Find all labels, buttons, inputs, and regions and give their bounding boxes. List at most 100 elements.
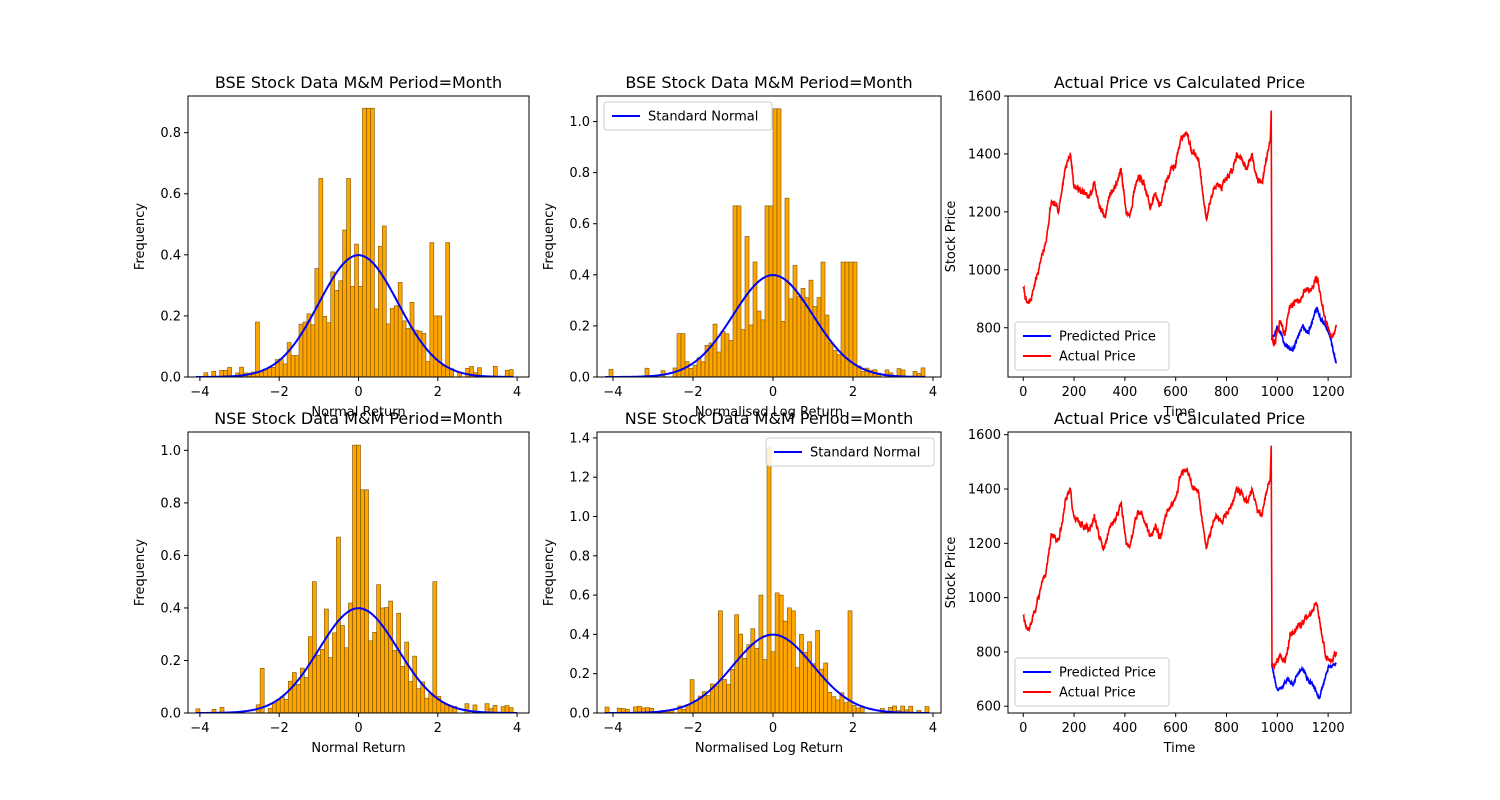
histogram-bar	[397, 282, 403, 377]
x-tick-label: 0	[769, 721, 777, 736]
x-axis-label: Normal Return	[311, 405, 405, 420]
x-axis-label: Normalised Log Return	[695, 741, 843, 756]
y-tick-label: 1.2	[569, 471, 590, 486]
histogram-bar	[477, 367, 482, 377]
histogram-bar	[322, 316, 328, 377]
histogram-bar	[409, 301, 415, 377]
histogram-bar	[378, 245, 383, 377]
histogram-bar	[790, 610, 796, 713]
standard-normal-curve	[605, 274, 926, 377]
histogram-bar	[388, 600, 393, 713]
histogram-bar	[705, 695, 711, 713]
chart-bse-log: −4 −2 0 2 4 0.0 0.2 0.4 0.6 0.8 1.0 BSE Stock Data …	[542, 73, 942, 420]
histogram-bar	[421, 333, 427, 377]
histogram-bar	[742, 657, 748, 713]
histogram-bar	[358, 286, 363, 377]
histogram-bar	[827, 692, 833, 713]
y-axis-label: Frequency	[542, 203, 557, 270]
histogram-bar	[360, 489, 365, 713]
legend: Predicted Price Actual Price	[1014, 657, 1170, 707]
histogram-bar	[744, 236, 750, 377]
histogram-bar	[684, 361, 690, 377]
y-tick-label: 0.6	[569, 589, 590, 604]
y-tick-label: 0.0	[569, 371, 590, 386]
chart-title: BSE Stock Data M&M Period=Month	[215, 73, 502, 92]
histogram-bar	[328, 657, 333, 713]
axes-frame	[596, 431, 942, 714]
histogram-bar	[290, 355, 296, 377]
y-tick-label: 1.0	[160, 444, 181, 459]
histogram-bar	[396, 612, 401, 713]
y-tick-label: 1600	[968, 428, 1001, 443]
standard-normal-curve	[195, 607, 518, 713]
y-tick-label: 0.0	[160, 371, 181, 386]
histogram-bar	[803, 651, 808, 713]
histogram-bar	[752, 261, 758, 377]
y-tick-label: 0.2	[569, 319, 590, 334]
legend-label: Actual Price	[1059, 350, 1136, 365]
x-tick-label: −4	[190, 721, 209, 736]
x-tick-label: 2	[434, 385, 442, 400]
histogram-bar	[381, 225, 387, 377]
histogram-bar	[916, 710, 922, 713]
histogram-bar	[681, 709, 687, 713]
chart-title: Actual Price vs Calculated Price	[1054, 73, 1305, 92]
histogram-bar	[195, 708, 201, 713]
histogram-bar	[859, 706, 865, 713]
chart-bse-price: 0 200 400 600 800 1000 1200 800 1000 1200 1400 1600…	[944, 73, 1352, 420]
histogram-bar	[792, 265, 798, 377]
histogram-bar	[714, 685, 719, 713]
histogram-bar	[746, 644, 752, 713]
histogram-bar	[393, 305, 399, 377]
histogram-bar	[401, 320, 407, 377]
y-axis-label: Stock Price	[944, 201, 959, 273]
histogram-bar	[808, 279, 814, 377]
histogram-bar	[835, 699, 841, 713]
x-tick-label: 600	[1163, 721, 1188, 736]
histogram-bar	[376, 584, 381, 713]
histogram-bar	[799, 634, 804, 713]
histogram-bar	[332, 632, 337, 713]
histogram-bar	[364, 489, 369, 713]
y-tick-label: 800	[976, 321, 1001, 336]
histogram-bar	[782, 620, 788, 713]
plot-area	[1022, 110, 1338, 364]
histogram-bar	[754, 648, 760, 713]
histogram-bar	[441, 365, 447, 377]
y-axis-label: Stock Price	[944, 537, 959, 609]
x-tick-label: 1000	[1261, 721, 1294, 736]
histogram-bar	[722, 679, 727, 713]
histogram-bar	[389, 308, 395, 377]
x-tick-label: 1200	[1312, 721, 1345, 736]
x-tick-label: 600	[1163, 385, 1188, 400]
axes-frame	[1007, 95, 1352, 378]
standard-normal-curve	[195, 254, 514, 377]
legend-label: Actual Price	[1059, 686, 1136, 701]
histogram-bar	[432, 581, 438, 713]
histogram-bar	[385, 323, 391, 377]
histogram-bar	[271, 703, 277, 713]
y-axis-label: Frequency	[542, 539, 557, 606]
y-tick-label: 0.6	[160, 187, 181, 202]
chart-title: Actual Price vs Calculated Price	[1054, 409, 1305, 428]
histogram-bar	[469, 366, 474, 377]
histogram-bar	[920, 367, 926, 377]
legend-label: Standard Normal	[810, 446, 920, 461]
histogram-bar	[720, 331, 726, 377]
histogram-bar	[318, 178, 324, 377]
y-tick-label: 1600	[968, 90, 1001, 105]
x-tick-label: −2	[683, 385, 702, 400]
histogram-bar	[279, 696, 285, 713]
x-tick-label: 200	[1062, 385, 1087, 400]
x-tick-label: −2	[683, 721, 702, 736]
histogram-bar	[310, 324, 316, 377]
histogram-bar	[416, 688, 422, 713]
histogram-bar	[736, 205, 742, 377]
histogram-bar	[354, 243, 359, 377]
axes-frame	[1007, 431, 1352, 714]
plot-area	[195, 444, 518, 713]
x-axis-label: Time	[1163, 741, 1196, 756]
chart-nse-log: −4 −2 0 2 4 0.0 0.2 0.4 0.6 0.8 1.0 1.2 1.4 NSE Stock…	[542, 409, 942, 756]
chart-bse-normal: −4 −2 0 2 4 0.0 0.2 0.4 0.6 0.8 BSE Stock Data M&M…	[133, 73, 530, 420]
histogram-bar	[820, 261, 826, 377]
